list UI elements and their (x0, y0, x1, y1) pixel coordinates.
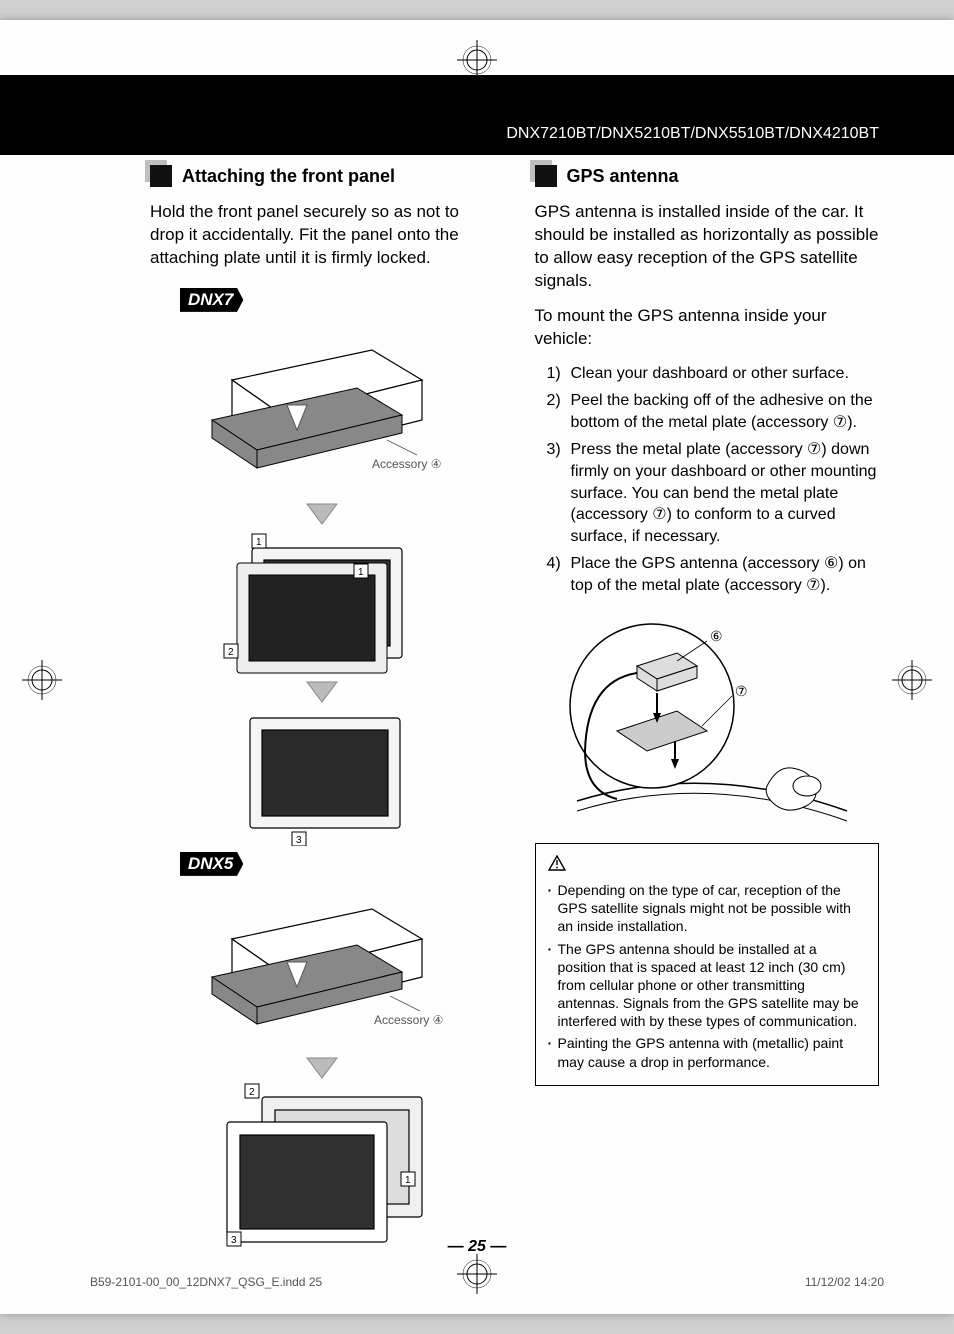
svg-text:2: 2 (249, 1087, 255, 1098)
svg-text:1: 1 (256, 537, 262, 548)
svg-text:⑦: ⑦ (735, 683, 748, 699)
svg-text:2: 2 (228, 647, 234, 658)
registration-mark-top (457, 40, 497, 80)
down-arrow-icon (302, 678, 342, 706)
svg-text:Accessory ④: Accessory ④ (372, 457, 441, 471)
warning-item: Depending on the type of car, reception … (548, 881, 867, 936)
right-p2: To mount the GPS antenna inside your veh… (535, 305, 880, 351)
right-p1: GPS antenna is installed inside of the c… (535, 201, 880, 293)
diagram-dnx5: Accessory ④ 2 1 3 (150, 884, 495, 1252)
model-tag-dnx5: DNX5 (180, 852, 243, 876)
header-band: DNX7210BT/DNX5210BT/DNX5510BT/DNX4210BT (0, 75, 954, 155)
model-tag-dnx7: DNX7 (180, 288, 243, 312)
diagram-dnx7: Accessory ④ 1 1 2 (150, 320, 495, 846)
step-item: Clean your dashboard or other surface. (571, 363, 880, 385)
warning-item: Painting the GPS antenna with (metallic)… (548, 1034, 867, 1070)
footer-timestamp: 11/12/02 14:20 (805, 1275, 884, 1289)
content-area: Attaching the front panel Hold the front… (150, 165, 879, 1234)
svg-text:3: 3 (296, 835, 302, 846)
right-column: GPS antenna GPS antenna is installed ins… (535, 165, 880, 1234)
manual-page: DNX7210BT/DNX5210BT/DNX5510BT/DNX4210BT … (0, 20, 954, 1314)
step-item: Place the GPS antenna (accessory ⑥) on t… (571, 553, 880, 596)
header-models: DNX7210BT/DNX5210BT/DNX5510BT/DNX4210BT (506, 125, 879, 143)
svg-text:3: 3 (231, 1235, 237, 1246)
registration-mark-left (22, 660, 62, 700)
section-header-right: GPS antenna (535, 165, 880, 187)
step-item: Press the metal plate (accessory ⑦) down… (571, 439, 880, 547)
left-column: Attaching the front panel Hold the front… (150, 165, 495, 1234)
section-title-right: GPS antenna (567, 166, 679, 187)
square-bullet-icon (150, 165, 172, 187)
registration-mark-right (892, 660, 932, 700)
footer-indd: B59-2101-00_00_12DNX7_QSG_E.indd 25 (90, 1275, 322, 1289)
section-header-left: Attaching the front panel (150, 165, 495, 187)
svg-text:⑥: ⑥ (710, 628, 723, 644)
square-bullet-icon (535, 165, 557, 187)
svg-text:1: 1 (358, 567, 364, 578)
registration-mark-bottom (457, 1254, 497, 1294)
step-item: Peel the backing off of the adhesive on … (571, 390, 880, 433)
warning-triangle-icon (548, 854, 867, 877)
gps-steps-list: Clean your dashboard or other surface. P… (535, 363, 880, 597)
down-arrow-icon (302, 500, 342, 528)
down-arrow-icon (302, 1054, 342, 1082)
gps-antenna-diagram: ⑥ ⑦ (535, 611, 880, 831)
page-number: — 25 — (448, 1238, 507, 1256)
warning-box: Depending on the type of car, reception … (535, 843, 880, 1086)
svg-text:1: 1 (405, 1175, 411, 1186)
left-intro-text: Hold the front panel securely so as not … (150, 201, 495, 270)
section-title-left: Attaching the front panel (182, 166, 395, 187)
warning-item: The GPS antenna should be installed at a… (548, 940, 867, 1031)
svg-text:Accessory ④: Accessory ④ (374, 1013, 443, 1027)
